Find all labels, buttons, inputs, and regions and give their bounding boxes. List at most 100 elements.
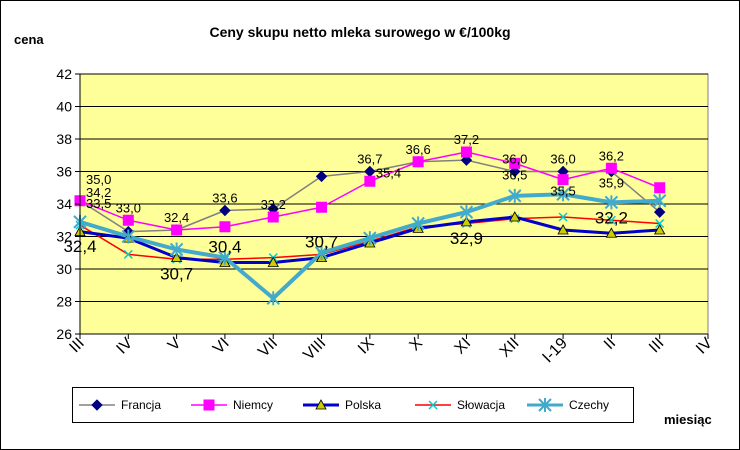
data-label: 37,2 bbox=[454, 132, 479, 147]
data-point-czechy bbox=[556, 187, 570, 202]
x-tick-label: III bbox=[646, 335, 667, 356]
legend-swatch bbox=[415, 400, 451, 410]
data-point-czechy bbox=[314, 245, 329, 260]
y-tick-label: 30 bbox=[56, 261, 72, 277]
chart-title: Ceny skupu netto mleka surowego w €/100k… bbox=[209, 24, 511, 40]
data-point-czechy bbox=[121, 229, 136, 244]
data-label: 32,9 bbox=[450, 229, 483, 248]
data-label: 35,5 bbox=[550, 184, 575, 199]
data-point-czechy bbox=[169, 242, 184, 257]
chart-legend: Francja Niemcy Polska Słowacja Czechy bbox=[72, 387, 634, 423]
data-point-polska bbox=[267, 256, 279, 267]
x-tick-label: IX bbox=[355, 335, 378, 358]
data-label: 30,7 bbox=[305, 233, 338, 252]
data-point-niemcy bbox=[509, 157, 521, 169]
data-point-francja bbox=[653, 206, 666, 218]
data-point-czechy bbox=[604, 195, 619, 210]
data-label: 35,9 bbox=[599, 176, 624, 191]
data-label: 36,2 bbox=[599, 148, 624, 163]
y-tick-label: 28 bbox=[56, 294, 72, 310]
data-point-niemcy bbox=[364, 175, 376, 187]
data-point-niemcy bbox=[219, 221, 231, 233]
data-point-niemcy bbox=[412, 156, 424, 168]
data-label: 36,6 bbox=[405, 142, 430, 157]
x-tick-label: X bbox=[406, 335, 426, 355]
data-point-polska bbox=[605, 227, 618, 238]
data-point-niemcy bbox=[316, 201, 328, 213]
data-point-francja bbox=[460, 154, 473, 166]
data-label: 33,5 bbox=[86, 196, 111, 211]
data-label: 30,7 bbox=[160, 265, 193, 284]
y-tick-label: 34 bbox=[56, 196, 72, 212]
x-tick-label: XI bbox=[452, 335, 475, 358]
x-tick-label: II bbox=[601, 335, 619, 353]
data-point-polska bbox=[557, 224, 569, 235]
data-point-czechy bbox=[266, 291, 280, 306]
y-tick-label: 32 bbox=[56, 229, 72, 245]
data-label: 33,0 bbox=[116, 200, 141, 215]
legend-swatch bbox=[191, 399, 227, 411]
data-point-polska bbox=[509, 211, 521, 222]
legend-label: Czechy bbox=[569, 398, 610, 412]
data-point-niemcy bbox=[267, 211, 279, 223]
data-label: 32,2 bbox=[595, 208, 628, 227]
data-label: 36,7 bbox=[357, 152, 382, 167]
data-label: 30,4 bbox=[208, 238, 241, 257]
data-label: 33,2 bbox=[261, 197, 286, 212]
legend-label: Francja bbox=[121, 398, 162, 412]
x-tick-label: VI bbox=[210, 335, 233, 358]
data-label: 36,0 bbox=[550, 152, 575, 167]
data-point-polska bbox=[315, 399, 327, 410]
x-tick-label: IV bbox=[113, 335, 136, 358]
data-point-polska bbox=[460, 216, 473, 227]
data-point-czechy bbox=[459, 205, 474, 220]
x-tick-label: V bbox=[165, 335, 185, 355]
data-point-polska bbox=[654, 224, 666, 235]
data-point-francja bbox=[219, 204, 231, 217]
data-point-czechy bbox=[652, 193, 667, 208]
y-tick-label: 36 bbox=[56, 164, 72, 180]
data-point-czechy bbox=[218, 250, 232, 265]
data-point-słowacja bbox=[428, 400, 438, 410]
legend-swatch bbox=[79, 399, 115, 411]
data-point-niemcy bbox=[605, 162, 617, 174]
data-point-słowacja bbox=[123, 249, 133, 259]
data-point-czechy bbox=[508, 188, 522, 203]
legend-swatch bbox=[303, 399, 339, 410]
x-tick-label: XII bbox=[497, 335, 523, 361]
x-tick-label: IV bbox=[693, 335, 716, 358]
data-point-niemcy bbox=[460, 146, 472, 158]
data-point-francja bbox=[509, 165, 521, 178]
legend-label: Słowacja bbox=[457, 398, 506, 412]
data-point-francja bbox=[91, 399, 103, 411]
x-tick-label: VII bbox=[255, 335, 281, 361]
legend-swatch bbox=[527, 398, 563, 412]
legend-item-francja: Francja bbox=[77, 388, 161, 422]
data-label: 34,2 bbox=[86, 185, 111, 200]
legend-label: Polska bbox=[345, 398, 382, 412]
data-label: 36,5 bbox=[502, 167, 527, 182]
data-point-czechy bbox=[363, 231, 377, 246]
data-point-słowacja bbox=[558, 212, 568, 222]
legend-item-niemcy: Niemcy bbox=[189, 388, 273, 422]
x-axis-label: miesiąc bbox=[664, 412, 712, 427]
x-tick-label: I-19 bbox=[539, 335, 571, 367]
data-point-niemcy bbox=[203, 399, 215, 411]
data-point-słowacja bbox=[606, 215, 616, 225]
data-point-niemcy bbox=[171, 224, 183, 236]
y-tick-label: 26 bbox=[56, 326, 72, 342]
data-point-niemcy bbox=[654, 182, 666, 194]
data-point-niemcy bbox=[122, 214, 134, 226]
data-label: 35,0 bbox=[86, 172, 111, 187]
legend-item-polska: Polska bbox=[301, 388, 381, 422]
data-point-czechy bbox=[538, 398, 552, 412]
legend-item-czechy: Czechy bbox=[525, 388, 609, 422]
legend-label: Niemcy bbox=[233, 398, 274, 412]
y-tick-label: 40 bbox=[56, 99, 72, 115]
data-point-czechy bbox=[411, 216, 425, 231]
y-tick-label: 38 bbox=[56, 131, 72, 147]
y-tick-label: 42 bbox=[56, 66, 72, 82]
y-axis-label: cena bbox=[14, 32, 44, 47]
data-label: 36,0 bbox=[502, 152, 527, 167]
